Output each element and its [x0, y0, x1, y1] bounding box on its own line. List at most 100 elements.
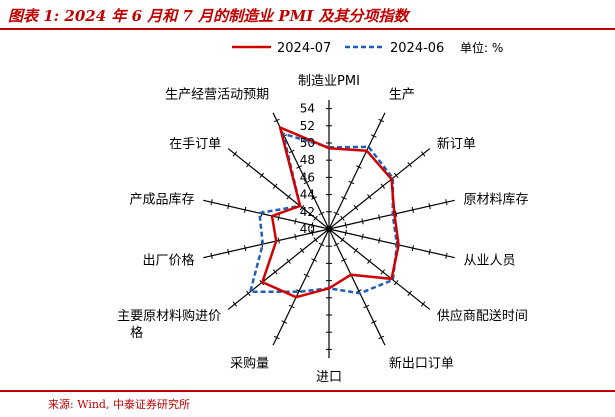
tick-mark: [303, 180, 310, 185]
tick-mark: [259, 172, 265, 179]
tick-mark: [210, 252, 213, 259]
category-label-12: 产成品库存: [129, 191, 194, 207]
tick-mark: [445, 252, 448, 259]
category-label-9: 采购量: [230, 355, 269, 371]
tick-label-48: 48: [300, 153, 315, 167]
category-label-10: 主要原材料购进价格: [117, 308, 221, 341]
tick-mark: [340, 215, 345, 221]
tick-mark: [341, 196, 347, 200]
tick-mark: [326, 227, 332, 231]
spoke-6: [328, 228, 431, 310]
category-label-14: 生产经营活动预期: [165, 88, 269, 103]
category-label-2: 生产: [389, 88, 415, 103]
tick-mark: [393, 172, 399, 179]
tick-mark: [286, 258, 291, 264]
tick-mark: [294, 218, 297, 225]
figure-footer: 来源: Wind, 中泰证券研究所: [0, 390, 615, 417]
tick-mark: [286, 194, 291, 200]
tick-mark: [210, 199, 213, 206]
tick-label-52: 52: [300, 119, 315, 133]
tick-mark: [273, 335, 280, 340]
tick-mark: [313, 215, 318, 221]
tick-mark: [348, 180, 355, 185]
tick-mark: [353, 247, 359, 254]
tick-mark: [318, 242, 325, 247]
tick-mark: [370, 134, 377, 138]
tick-mark: [344, 222, 347, 229]
tick-label-40: 40: [300, 222, 315, 236]
tick-mark: [311, 229, 314, 236]
tick-mark: [232, 301, 238, 307]
tick-mark: [378, 335, 385, 340]
tick-label-42: 42: [300, 205, 315, 219]
tick-mark: [232, 151, 238, 157]
category-label-3: 新订单: [437, 136, 476, 152]
tick-mark: [367, 258, 372, 264]
tick-mark: [244, 206, 247, 213]
tick-label-54: 54: [300, 102, 315, 116]
tick-mark: [299, 204, 305, 211]
tick-mark: [311, 258, 317, 262]
radar-series: [249, 126, 400, 299]
tick-label-50: 50: [300, 136, 315, 150]
figure-title: 图表 1: 2024 年 6 月和 7 月的制造业 PMI 及其分项指数: [8, 7, 409, 25]
legend-label-2024-07: 2024-07: [277, 41, 331, 56]
tick-mark: [227, 248, 230, 256]
spoke-7: [328, 228, 386, 346]
tick-mark: [367, 194, 372, 200]
tick-mark: [340, 237, 345, 243]
radar-chart: 2024-07 2024-06 单位: % 40 42 44 46 48 50 52 54 制…: [117, 40, 528, 385]
tick-mark: [353, 204, 359, 211]
tick-mark: [288, 149, 295, 154]
tick-label-46: 46: [300, 170, 315, 184]
tick-mark: [246, 161, 251, 168]
tick-mark: [303, 273, 310, 278]
tick-mark: [370, 320, 377, 324]
legend: 2024-07 2024-06 单位: %: [232, 40, 503, 56]
spoke-2: [328, 112, 386, 230]
radial-tick-labels: 40 42 44 46 48 50 52 54: [300, 102, 315, 236]
tick-mark: [355, 165, 362, 169]
tick-mark: [420, 301, 426, 307]
category-label-5: 从业人员: [464, 254, 516, 269]
category-label-7: 新出口订单: [389, 355, 454, 371]
tick-mark: [273, 118, 280, 123]
tick-mark: [361, 233, 364, 240]
category-label-11: 出厂价格: [142, 253, 194, 269]
tick-mark: [378, 118, 385, 123]
tick-mark: [277, 214, 280, 221]
tick-mark: [445, 199, 448, 206]
spoke-3: [328, 148, 431, 230]
tick-label-44: 44: [300, 188, 315, 202]
tick-mark: [313, 237, 318, 243]
tick-mark: [411, 245, 414, 252]
tick-mark: [272, 183, 278, 189]
legend-label-2024-06: 2024-06: [390, 41, 444, 56]
series-line-2024-07: [261, 126, 400, 299]
tick-mark: [299, 247, 305, 254]
tick-mark: [294, 233, 297, 240]
source-note: 来源: Wind, 中泰证券研究所: [48, 398, 190, 411]
category-label-1: 制造业PMI: [298, 74, 360, 89]
tick-mark: [244, 245, 247, 252]
tick-mark: [318, 211, 325, 216]
category-label-13: 在手订单: [169, 137, 221, 152]
category-label-6: 供应商配送时间: [437, 308, 528, 324]
category-label-4: 原材料库存: [464, 191, 529, 207]
spoke-12: [203, 199, 330, 230]
tick-mark: [288, 304, 295, 309]
tick-mark: [407, 290, 412, 297]
category-label-8: 进口: [316, 370, 342, 385]
tick-mark: [378, 214, 381, 221]
spoke-9: [272, 228, 330, 346]
figure-title-bar: 图表 1: 2024 年 6 月和 7 月的制造业 PMI 及其分项指数: [0, 0, 615, 30]
tick-mark: [380, 269, 386, 275]
spoke-10: [227, 228, 330, 310]
tick-mark: [363, 304, 370, 309]
tick-mark: [380, 183, 386, 189]
tick-mark: [246, 290, 251, 297]
tick-mark: [420, 151, 426, 157]
tick-mark: [333, 211, 340, 216]
tick-mark: [393, 279, 399, 286]
